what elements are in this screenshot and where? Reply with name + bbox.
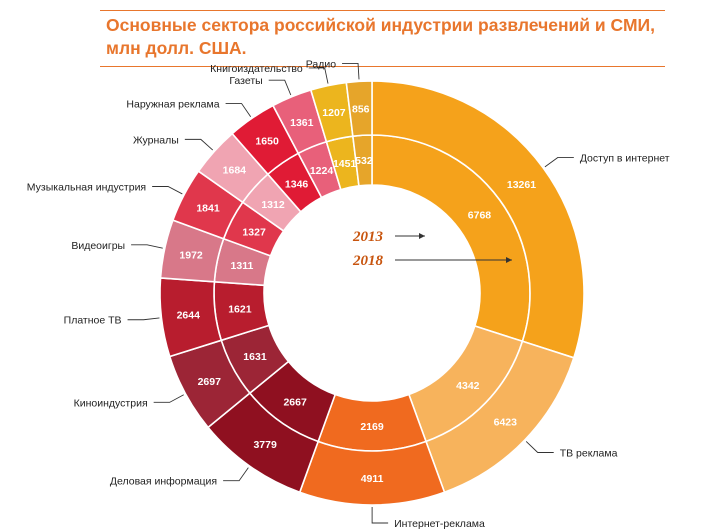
value-label-inner-платное-тв: 1621: [228, 303, 252, 315]
leader-line-платное-тв: [127, 317, 160, 321]
value-label-outer-журналы: 1684: [223, 164, 247, 176]
category-label-газеты: Газеты: [229, 75, 262, 87]
category-label-наружная-реклама: Наружная реклама: [126, 99, 219, 111]
value-label-inner-журналы: 1312: [261, 199, 285, 211]
value-label-inner-книгоиздательство: 1451: [333, 158, 357, 170]
leader-line-журналы: [184, 138, 214, 151]
category-label-доступ-в-интернет: Доступ в интернет: [580, 152, 670, 164]
leader-line-радио: [342, 62, 360, 80]
value-label-outer-киноиндустрия: 2697: [198, 376, 222, 388]
leader-line-видеоигры: [131, 244, 163, 249]
value-label-inner-тв-реклама: 4342: [456, 380, 480, 392]
outer-ring: 13261 6423 4911 3779 2697 2644 1972 1841 1684 165…: [159, 80, 585, 506]
value-label-outer-тв-реклама: 6423: [494, 416, 518, 428]
leader-line-доступ-в-интернет: [544, 157, 574, 168]
value-label-outer-музыкальная-индустрия: 1841: [196, 202, 220, 214]
category-label-радио: Радио: [306, 58, 336, 70]
value-label-inner-видеоигры: 1311: [231, 260, 254, 272]
value-label-outer-платное-тв: 2644: [177, 310, 201, 322]
leader-line-книгоиздательство: [308, 67, 329, 84]
category-label-тв-реклама: ТВ реклама: [560, 447, 618, 459]
value-label-outer-интернет-реклама: 4911: [361, 473, 384, 485]
leader-line-тв-реклама: [525, 441, 554, 453]
value-label-inner-газеты: 1224: [310, 165, 334, 177]
value-label-inner-радио: 532: [355, 155, 373, 167]
year-label-2013-arrowhead: [419, 233, 425, 239]
leader-line-киноиндустрия: [153, 394, 184, 403]
leader-line-газеты: [268, 79, 292, 96]
category-label-журналы: Журналы: [133, 134, 179, 146]
value-label-inner-доступ-в-интернет: 6768: [468, 210, 492, 222]
category-label-деловая-информация: Деловая информация: [110, 476, 217, 488]
value-label-outer-книгоиздательство: 1207: [322, 107, 346, 119]
value-label-inner-интернет-реклама: 2169: [360, 421, 384, 433]
category-label-киноиндустрия: Киноиндустрия: [74, 397, 148, 409]
value-label-inner-музыкальная-индустрия: 1327: [242, 226, 266, 238]
category-labels: Доступ в интернет ТВ реклама Интернет-рекл…: [27, 58, 670, 530]
year-label-2018-arrowhead: [506, 257, 512, 263]
segment-outer-радио: [345, 80, 373, 138]
category-label-видеоигры: Видеоигры: [71, 240, 125, 252]
value-label-outer-наружная-реклама: 1650: [255, 136, 279, 148]
value-label-outer-газеты: 1361: [290, 117, 314, 129]
category-label-книгоиздательство: Книгоиздательство: [210, 63, 303, 75]
leader-line-деловая-информация: [223, 467, 249, 482]
value-label-inner-деловая-информация: 2667: [283, 397, 307, 409]
value-label-inner-киноиндустрия: 1631: [243, 351, 267, 363]
title-top-rule: [100, 10, 665, 11]
title-bottom-rule: [100, 66, 665, 67]
value-label-outer-деловая-информация: 3779: [253, 439, 277, 451]
value-label-outer-видеоигры: 1972: [179, 249, 203, 261]
value-label-inner-наружная-реклама: 1346: [285, 178, 309, 190]
leader-line-интернет-реклама: [371, 506, 389, 524]
value-label-outer-доступ-в-интернет: 13261: [507, 179, 536, 191]
value-label-outer-радио: 856: [352, 103, 370, 115]
year-label-2018: 2018: [352, 253, 384, 269]
category-label-музыкальная-индустрия: Музыкальная индустрия: [27, 182, 146, 194]
category-label-интернет-реклама: Интернет-реклама: [394, 518, 485, 530]
leader-line-музыкальная-индустрия: [152, 186, 183, 195]
year-label-2013: 2013: [352, 229, 384, 245]
category-label-платное-тв: Платное ТВ: [64, 315, 122, 327]
chart-title: Основные сектора российской индустрии ра…: [106, 15, 655, 58]
inner-ring: 6768 4342 2169 2667 1631 1621 1311 1327 13121346…: [213, 134, 531, 452]
leader-line-наружная-реклама: [225, 103, 252, 117]
